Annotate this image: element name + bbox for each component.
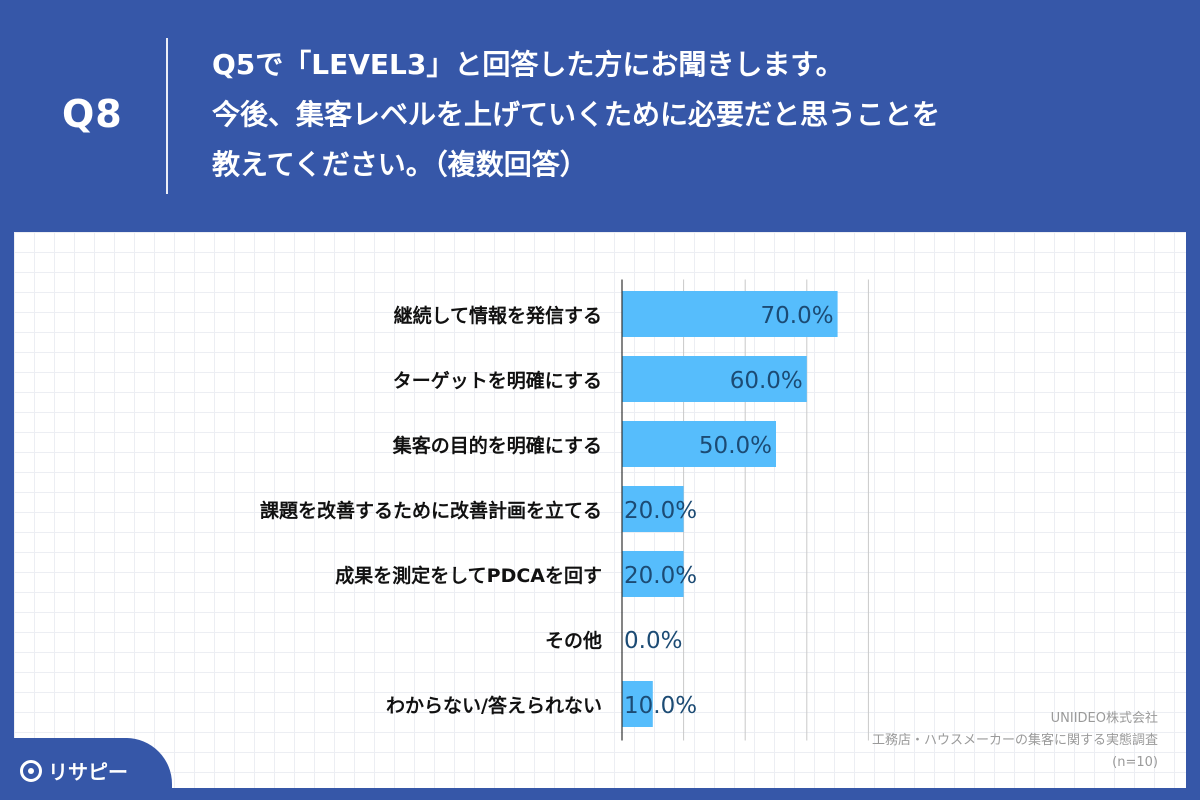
category-label: わからない/答えられない [386, 694, 602, 717]
header-divider [166, 38, 168, 194]
source-survey: 工務店・ハウスメーカーの集客に関する実態調査 [871, 733, 1158, 748]
data-label: 10.0% [624, 693, 697, 719]
category-label: 課題を改善するために改善計画を立てる [260, 499, 602, 522]
bar [622, 291, 838, 337]
question-line-2: 今後、集客レベルを上げていくために必要だと思うことを [212, 98, 941, 131]
source-sample: (n=10) [1112, 755, 1158, 770]
category-label: 継続して情報を発信する [394, 304, 602, 327]
data-label: 0.0% [624, 628, 682, 654]
category-label: 集客の目的を明確にする [392, 434, 602, 457]
question-text: Q5で「LEVEL3」と回答した方にお聞きします。 今後、集客レベルを上げていく… [212, 40, 1162, 190]
source-note: UNIIDEO株式会社 工務店・ハウスメーカーの集客に関する実態調査 (n=10… [872, 708, 1158, 774]
question-line-3: 教えてください。（複数回答） [212, 148, 588, 181]
bar [622, 551, 684, 597]
data-label: 50.0% [699, 433, 772, 459]
bar [622, 421, 776, 467]
data-label: 20.0% [624, 563, 697, 589]
category-label: ターゲットを明確にする [393, 369, 602, 392]
data-label: 70.0% [761, 303, 834, 329]
category-label: その他 [545, 629, 602, 652]
brand-logo: リサピー [20, 756, 128, 785]
chart-panel: 継続して情報を発信する 70.0% ターゲットを明確にする 60.0% 集客の目的を明確… [14, 232, 1186, 788]
magnifier-pin-icon [20, 759, 42, 782]
category-label: 成果を測定をしてPDCAを回す [335, 564, 602, 587]
question-line-1: Q5で「LEVEL3」と回答した方にお聞きします。 [212, 48, 844, 81]
source-company: UNIIDEO株式会社 [1050, 711, 1158, 726]
bar-chart: 継続して情報を発信する 70.0% ターゲットを明確にする 60.0% 集客の目的を明確… [260, 279, 869, 741]
data-label: 60.0% [730, 368, 803, 394]
bar [622, 356, 807, 402]
bar [622, 681, 653, 727]
question-number: Q8 [62, 92, 123, 136]
header: Q8 Q5で「LEVEL3」と回答した方にお聞きします。 今後、集客レベルを上げ… [0, 0, 1200, 232]
logo-text: リサピー [48, 760, 128, 784]
data-label: 20.0% [624, 498, 697, 524]
bar [622, 486, 684, 532]
